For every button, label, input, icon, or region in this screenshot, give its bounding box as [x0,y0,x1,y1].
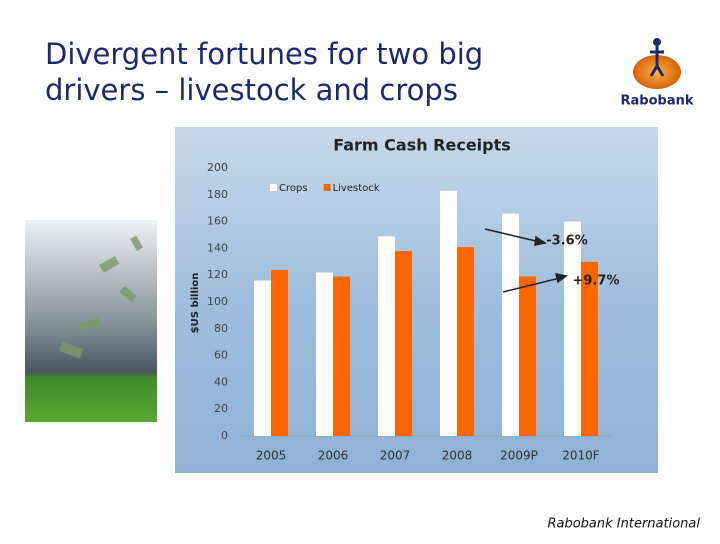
y-tick-label: 140 [207,241,228,254]
legend-swatch [270,184,277,191]
x-tick-label: 2008 [442,449,473,463]
bar [254,280,271,436]
bar [457,247,474,436]
logo-text: Rabobank [621,94,694,109]
y-tick-label: 120 [207,268,228,281]
y-tick-label: 180 [207,188,228,201]
bar [395,251,412,436]
x-tick-label: 2005 [256,449,287,463]
photo-money [58,235,144,359]
slide-title: drivers – livestock and crops [45,73,458,107]
y-axis-label: $US billion [190,273,201,334]
annotation: +9.7% [573,274,620,289]
annotation: -3.6% [546,234,587,249]
legend-label: Livestock [333,183,380,194]
slide-title: Divergent fortunes for two big [45,37,483,71]
bar [519,276,536,436]
y-tick-label: 40 [214,375,228,388]
bar [378,236,395,436]
bar [502,213,519,436]
y-tick-label: 20 [214,402,228,415]
annotation-arrows [484,228,568,293]
bar [564,221,581,436]
bar [333,276,350,436]
bar [271,269,288,436]
bar [581,261,598,436]
x-tick-label: 2009P [500,449,538,463]
x-tick-label: 2010F [562,449,600,463]
x-tick-label: 2006 [318,449,349,463]
bar [440,190,457,436]
legend-label: Crops [279,183,308,194]
y-tick-label: 0 [221,429,228,442]
chart-title: Farm Cash Receipts [333,136,511,155]
y-tick-label: 200 [207,161,228,174]
y-tick-label: 60 [214,349,228,362]
legend-swatch [323,184,331,191]
footer: Rabobank International [547,517,700,532]
logo: Rabobank [621,38,694,109]
y-tick-label: 160 [207,215,228,228]
y-tick-label: 80 [214,322,228,335]
y-tick-label: 100 [207,295,228,308]
x-tick-label: 2007 [380,449,411,463]
bar [316,272,333,436]
